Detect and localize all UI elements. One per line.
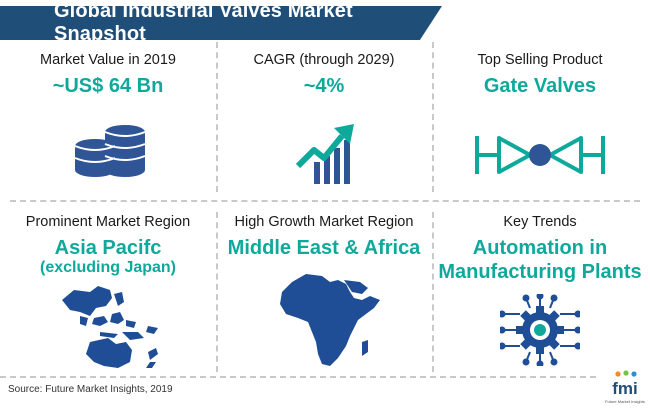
high-growth-region-figure: Middle East & Africa [227, 237, 421, 259]
title-banner: Global Industrial Valves Market Snapshot [0, 6, 442, 40]
source-note: Source: Future Market Insights, 2019 [8, 384, 173, 395]
cagr-figure: ~4% [303, 75, 345, 97]
gate-valve-icon [475, 136, 605, 174]
key-trends-cell: Key Trends Automation in Manufacturing P… [432, 214, 648, 374]
cagr-cell: CAGR (through 2029) ~4% [216, 52, 432, 192]
key-trends-label: Key Trends [503, 214, 577, 230]
prominent-region-subtext: (excluding Japan) [39, 259, 177, 276]
fmi-logo: fmi Future Market Insights [605, 370, 645, 404]
prominent-region-label: Prominent Market Region [25, 214, 191, 230]
prominent-region-cell: Prominent Market Region Asia Pacifc (exc… [0, 214, 216, 374]
market-value-cell: Market Value in 2019 ~US$ 64 Bn [0, 52, 216, 192]
row-divider [10, 200, 640, 202]
logo-tagline: Future Market Insights [605, 399, 645, 404]
market-value-figure: ~US$ 64 Bn [52, 75, 164, 97]
page-title: Global Industrial Valves Market Snapshot [54, 0, 353, 45]
africa-map-icon [280, 274, 380, 366]
column-divider [216, 42, 218, 192]
market-value-label: Market Value in 2019 [40, 52, 176, 68]
row-divider [0, 376, 596, 378]
top-product-label: Top Selling Product [477, 52, 603, 68]
top-product-figure: Gate Valves [483, 75, 597, 97]
key-trends-line1: Automation in [472, 237, 608, 259]
logo-text: fmi [612, 379, 638, 398]
growth-chart-icon [296, 124, 354, 184]
coin-stack-icon [74, 125, 146, 177]
cagr-label: CAGR (through 2029) [253, 52, 395, 68]
automation-gear-icon [500, 294, 580, 366]
prominent-region-figure: Asia Pacifc [54, 237, 162, 259]
column-divider [432, 42, 434, 192]
column-divider [216, 212, 218, 372]
key-trends-line2: Manufacturing Plants [438, 261, 642, 283]
asia-pacific-map-icon [62, 286, 158, 368]
high-growth-region-cell: High Growth Market Region Middle East & … [216, 214, 432, 374]
high-growth-region-label: High Growth Market Region [234, 214, 414, 230]
column-divider [432, 212, 434, 372]
top-product-cell: Top Selling Product Gate Valves [432, 52, 648, 192]
